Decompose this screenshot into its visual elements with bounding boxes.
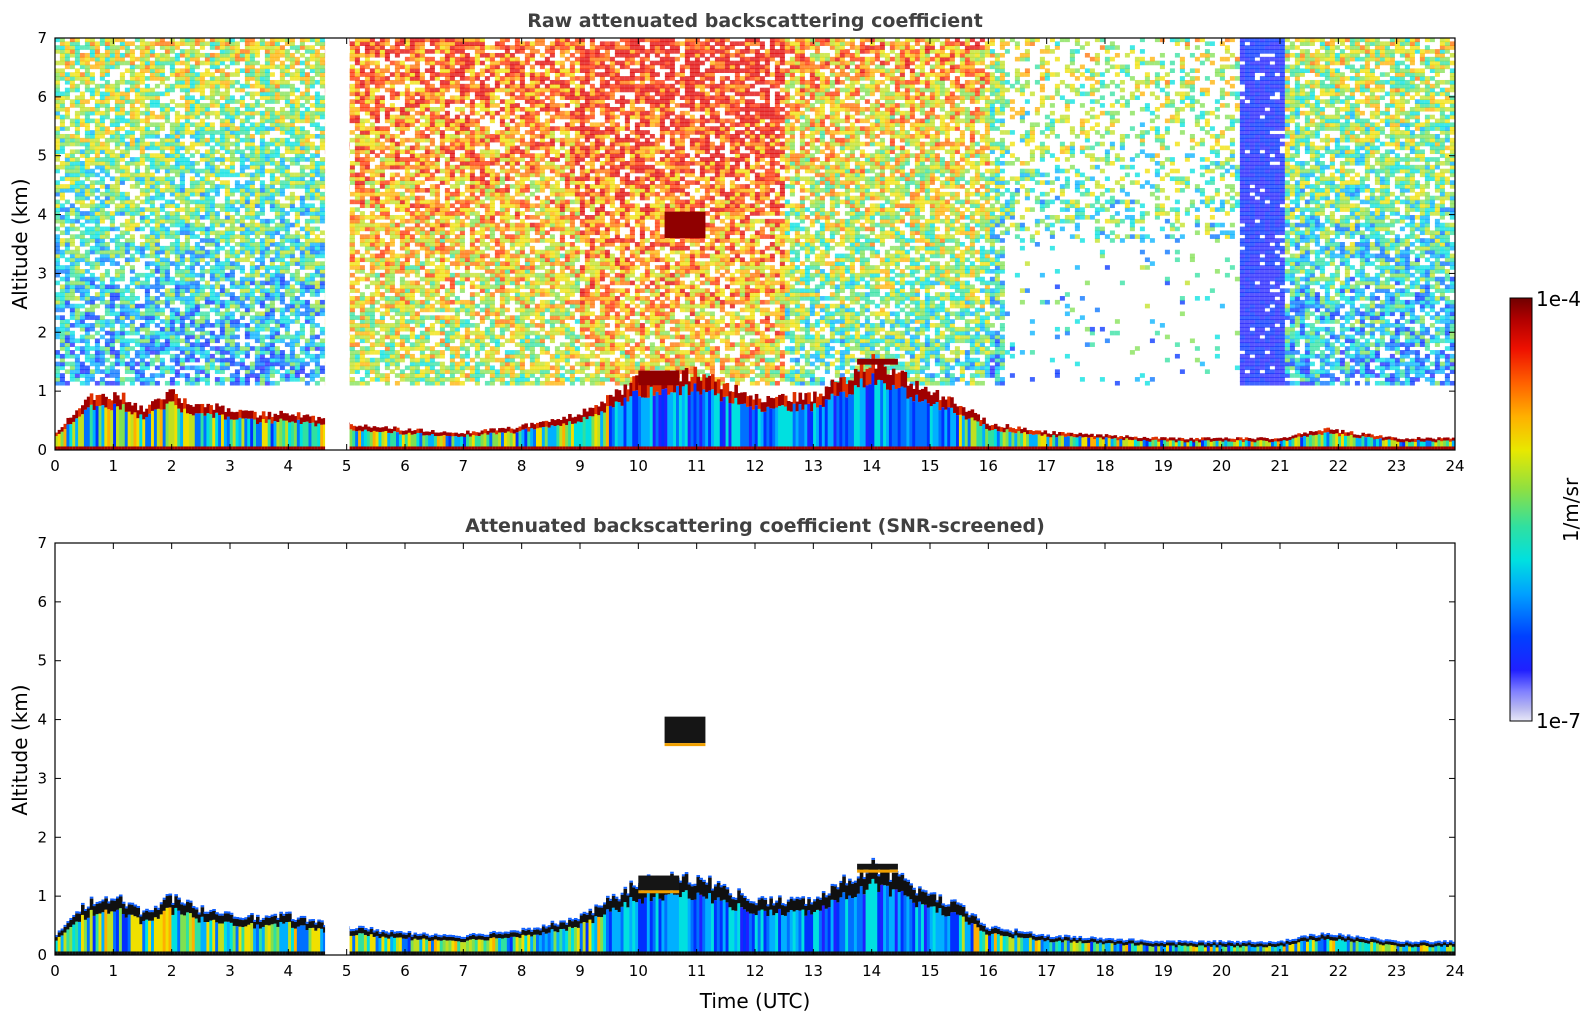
raw-backscatter-panel: Raw attenuated backscattering coefficien…: [8, 10, 1465, 475]
y-tick-label: 2: [37, 828, 47, 846]
cloud-feature: [664, 716, 706, 744]
y-tick-label: 6: [37, 593, 47, 611]
x-tick-label: 18: [1095, 962, 1114, 980]
x-tick-label: 1: [109, 962, 119, 980]
y-tick-label: 0: [37, 441, 47, 459]
colorbar: 1e-4 1e-7 1/m/sr: [1509, 287, 1583, 733]
y-tick-label: 1: [37, 382, 47, 400]
x-tick-label: 6: [400, 962, 410, 980]
cloud-feature: [638, 370, 680, 386]
x-tick-label: 7: [459, 962, 469, 980]
screened-x-axis-label: Time (UTC): [699, 989, 811, 1013]
x-tick-label: 8: [517, 457, 527, 475]
x-tick-label: 10: [629, 457, 648, 475]
y-tick-label: 0: [37, 946, 47, 964]
x-tick-label: 6: [400, 457, 410, 475]
y-tick-label: 1: [37, 887, 47, 905]
x-tick-label: 9: [575, 457, 585, 475]
x-tick-label: 19: [1154, 457, 1173, 475]
raw-noise-pixels: [55, 38, 1455, 386]
raw-y-axis: 0 1 2 3 4 5 6 7: [37, 29, 1455, 459]
y-tick-label: 3: [37, 264, 47, 282]
x-tick-label: 18: [1095, 457, 1114, 475]
screened-cloud-features: [638, 716, 898, 894]
x-tick-label: 8: [517, 962, 527, 980]
x-tick-label: 19: [1154, 962, 1173, 980]
screened-heatmap-layer: [55, 543, 1455, 955]
x-tick-label: 14: [862, 962, 881, 980]
x-tick-label: 23: [1387, 962, 1406, 980]
x-tick-label: 22: [1329, 962, 1348, 980]
colorbar-unit-label: 1/m/sr: [1559, 477, 1583, 542]
x-tick-label: 5: [342, 962, 352, 980]
x-tick-label: 13: [804, 457, 823, 475]
screened-boundary-layer: [55, 857, 1455, 955]
x-tick-label: 4: [284, 457, 294, 475]
x-tick-label: 13: [804, 962, 823, 980]
x-tick-label: 9: [575, 962, 585, 980]
x-tick-label: 1: [109, 457, 119, 475]
cloud-feature: [857, 863, 898, 870]
x-tick-label: 16: [979, 457, 998, 475]
x-tick-label: 12: [745, 457, 764, 475]
y-tick-label: 5: [37, 652, 47, 670]
y-tick-label: 2: [37, 323, 47, 341]
x-tick-label: 3: [225, 962, 235, 980]
y-tick-label: 6: [37, 88, 47, 106]
raw-x-axis: 0 1 2 3 4 5 6 7 8 9 10 11 12 13 14 15 16 17 18 19 20 21 22 23 24: [50, 38, 1465, 475]
screened-y-axis: 0 1 2 3 4 5 6 7: [37, 534, 1455, 964]
cloud-feature: [664, 211, 706, 239]
y-tick-label: 5: [37, 147, 47, 165]
x-tick-label: 23: [1387, 457, 1406, 475]
x-tick-label: 2: [167, 962, 177, 980]
x-tick-label: 15: [920, 962, 939, 980]
x-tick-label: 22: [1329, 457, 1348, 475]
cloud-feature: [638, 875, 680, 891]
x-tick-label: 10: [629, 962, 648, 980]
x-tick-label: 2: [167, 457, 177, 475]
x-tick-label: 14: [862, 457, 881, 475]
x-tick-label: 5: [342, 457, 352, 475]
y-tick-label: 7: [37, 29, 47, 47]
y-tick-label: 4: [37, 206, 47, 224]
x-tick-label: 12: [745, 962, 764, 980]
colorbar-max-label: 1e-4: [1536, 287, 1581, 311]
raw-cloud-features: [638, 211, 898, 386]
x-tick-label: 21: [1270, 457, 1289, 475]
y-tick-label: 4: [37, 711, 47, 729]
x-tick-label: 0: [50, 457, 60, 475]
x-tick-label: 11: [687, 457, 706, 475]
screened-backscatter-panel: Attenuated backscattering coefficient (S…: [8, 515, 1465, 1013]
y-tick-label: 7: [37, 534, 47, 552]
raw-heatmap-layer: [55, 38, 1455, 450]
x-tick-label: 16: [979, 962, 998, 980]
x-tick-label: 20: [1212, 962, 1231, 980]
raw-data-gap: [325, 38, 350, 450]
x-tick-label: 24: [1445, 457, 1464, 475]
x-tick-label: 17: [1037, 962, 1056, 980]
x-tick-label: 24: [1445, 962, 1464, 980]
colorbar-gradient: [1509, 297, 1533, 722]
screened-plot-background: [55, 543, 1455, 955]
colorbar-min-label: 1e-7: [1536, 709, 1581, 733]
x-tick-label: 4: [284, 962, 294, 980]
x-tick-label: 20: [1212, 457, 1231, 475]
screened-y-axis-label: Altitude (km): [8, 684, 32, 815]
y-tick-label: 3: [37, 769, 47, 787]
x-tick-label: 21: [1270, 962, 1289, 980]
x-tick-label: 7: [459, 457, 469, 475]
x-tick-label: 11: [687, 962, 706, 980]
cloud-feature: [857, 358, 898, 365]
screened-panel-title: Attenuated backscattering coefficient (S…: [465, 515, 1045, 537]
raw-y-axis-label: Altitude (km): [8, 178, 32, 309]
x-tick-label: 15: [920, 457, 939, 475]
screened-data-gap: [325, 543, 350, 955]
screened-x-axis: 0 1 2 3 4 5 6 7 8 9 10 11 12 13 14 15 16 17 18 19 20 21 22 23 24: [50, 543, 1465, 980]
raw-panel-title: Raw attenuated backscattering coefficien…: [527, 10, 983, 32]
x-tick-label: 3: [225, 457, 235, 475]
x-tick-label: 0: [50, 962, 60, 980]
x-tick-label: 17: [1037, 457, 1056, 475]
